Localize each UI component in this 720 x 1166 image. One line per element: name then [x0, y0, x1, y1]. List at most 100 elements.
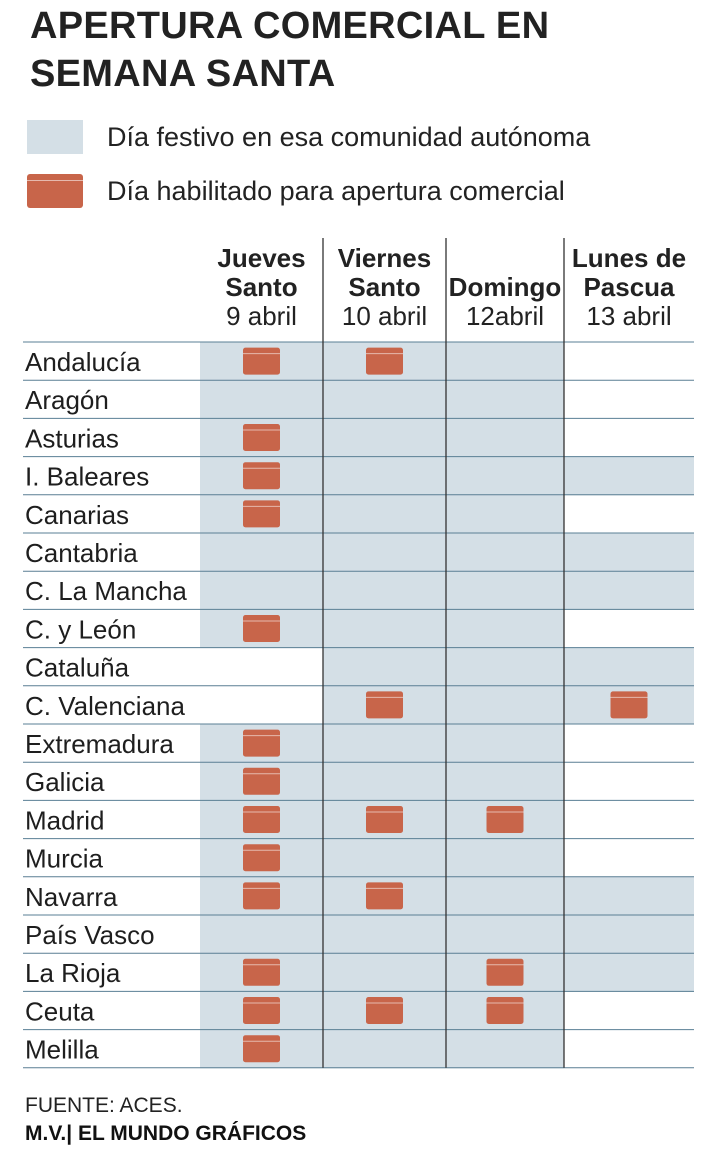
column-header-line2: Santo: [348, 272, 421, 302]
legend-swatch-apertura: [27, 174, 83, 208]
column-header-line1: Viernes: [337, 243, 432, 273]
credit-line: M.V.| EL MUNDO GRÁFICOS: [25, 1122, 307, 1145]
festivo-cell: [564, 533, 694, 572]
festivo-cell: [446, 342, 564, 381]
column-header-jueves-santo: Jueves Santo 9 abril: [200, 244, 323, 331]
source-note: FUENTE: ACES.: [25, 1094, 183, 1117]
apertura-marker: [243, 997, 280, 1024]
column-header-date: 12abril: [465, 301, 545, 331]
apertura-marker: [243, 462, 280, 490]
apertura-marker: [243, 767, 280, 795]
apertura-marker: [243, 347, 280, 375]
region-label: C. Valenciana: [25, 691, 185, 721]
festivo-cell: [446, 494, 564, 534]
festivo-cell: [323, 456, 446, 496]
festivo-cell: [446, 571, 564, 610]
region-label: País Vasco: [25, 920, 155, 950]
region-label: Aragón: [25, 385, 109, 415]
region-label: Cantabria: [25, 538, 138, 568]
region-label: La Rioja: [25, 958, 121, 988]
column-header-line2: Santo: [225, 272, 298, 302]
festivo-cell: [200, 571, 323, 610]
festivo-cell: [446, 685, 564, 725]
apertura-marker: [366, 806, 403, 833]
region-label: Andalucía: [25, 347, 141, 377]
festivo-cell: [446, 533, 564, 572]
apertura-marker: [610, 691, 648, 719]
festivo-cell: [323, 609, 446, 649]
festivo-cell: [323, 762, 446, 801]
apertura-marker: [366, 691, 403, 719]
chart-title: APERTURA COMERCIAL EN SEMANA SANTA: [30, 5, 550, 95]
festivo-cell: [446, 762, 564, 801]
region-label: I. Baleares: [25, 462, 149, 492]
apertura-marker: [366, 997, 403, 1024]
festivo-cell: [564, 953, 694, 992]
festivo-cell: [446, 647, 564, 687]
apertura-marker: [243, 806, 280, 833]
apertura-marker: [486, 997, 524, 1024]
column-header-line1: Jueves: [217, 243, 306, 273]
festivo-cell: [323, 494, 446, 534]
region-label: Galicia: [25, 767, 105, 797]
apertura-marker: [366, 347, 403, 375]
festivo-cell: [323, 647, 446, 687]
legend-label-apertura: Día habilitado para apertura comercial: [107, 176, 565, 206]
festivo-cell: [446, 456, 564, 496]
region-label: Cataluña: [25, 653, 130, 683]
festivo-cell: [446, 876, 564, 916]
region-label: Asturias: [25, 423, 119, 453]
festivo-cell: [446, 380, 564, 419]
column-header-line1: Lunes de: [571, 243, 687, 273]
column-header-domingo: Domingo 12abril: [446, 244, 564, 331]
apertura-marker: [243, 958, 280, 986]
apertura-marker: [486, 806, 524, 833]
column-header-lunes-pascua: Lunes de Pascua 13 abril: [564, 244, 694, 331]
column-header-date: 9 abril: [226, 301, 297, 331]
festivo-cell: [564, 647, 694, 687]
festivo-cell: [564, 915, 694, 954]
festivo-cell: [323, 724, 446, 763]
festivo-cell: [323, 418, 446, 458]
festivo-cell: [323, 838, 446, 878]
region-label: Navarra: [25, 882, 118, 912]
festivo-cell: [323, 380, 446, 419]
apertura-marker: [243, 1035, 280, 1063]
column-header-line2: Pascua: [583, 272, 675, 302]
festivo-cell: [323, 915, 446, 954]
region-label: Melilla: [25, 1035, 99, 1065]
region-label: Extremadura: [25, 729, 174, 759]
festivo-cell: [446, 915, 564, 954]
column-header-date: 10 abril: [341, 301, 428, 331]
region-label: C. La Mancha: [25, 576, 187, 606]
apertura-marker: [243, 844, 280, 872]
festivo-cell: [323, 533, 446, 572]
region-label: Madrid: [25, 805, 104, 835]
festivo-cell: [446, 1029, 564, 1069]
apertura-marker: [243, 500, 280, 528]
festivo-cell: [323, 571, 446, 610]
column-header-date: 13 abril: [586, 301, 672, 331]
festivo-cell: [323, 1029, 446, 1069]
region-label: Canarias: [25, 500, 129, 530]
apertura-marker: [243, 424, 280, 451]
festivo-cell: [564, 876, 694, 916]
festivo-cell: [446, 838, 564, 878]
apertura-marker: [486, 958, 524, 986]
festivo-cell: [564, 571, 694, 610]
apertura-marker: [243, 882, 280, 910]
festivo-cell: [323, 953, 446, 992]
festivo-cell: [446, 418, 564, 458]
column-header-line2: Domingo: [448, 272, 562, 302]
festivo-cell: [564, 456, 694, 496]
apertura-marker: [243, 615, 280, 642]
column-header-viernes-santo: Viernes Santo 10 abril: [323, 244, 446, 331]
region-label: Ceuta: [25, 996, 95, 1026]
legend-swatch-festivo: [27, 120, 83, 154]
apertura-marker: [243, 729, 280, 757]
festivo-cell: [446, 724, 564, 763]
festivo-cell: [200, 533, 323, 572]
legend-label-festivo: Día festivo en esa comunidad autónoma: [107, 122, 591, 152]
festivo-cell: [200, 380, 323, 419]
